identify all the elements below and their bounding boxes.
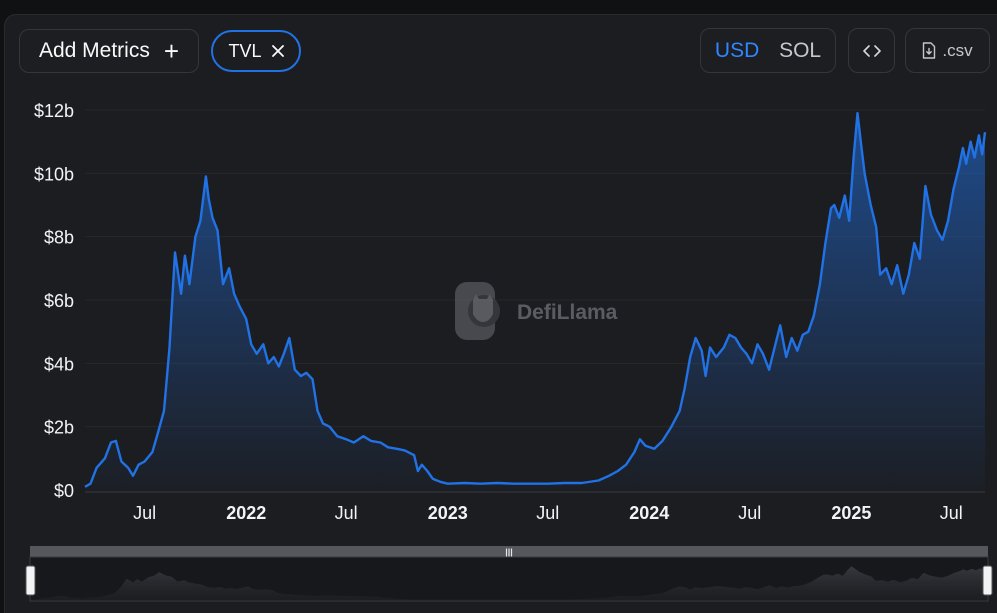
y-tick-label: $0 xyxy=(54,481,74,501)
x-tick-label: Jul xyxy=(738,503,761,523)
x-tick-label: Jul xyxy=(335,503,358,523)
y-tick-label: $2b xyxy=(44,418,74,438)
x-tick-label: 2022 xyxy=(226,503,266,523)
y-axis-labels: $0 $2b $4b $6b $8b $10b $12b xyxy=(34,101,74,501)
currency-sol-option[interactable]: SOL xyxy=(779,38,822,62)
code-icon xyxy=(862,44,881,57)
x-tick-label: 2025 xyxy=(831,503,871,523)
navigator-right-handle[interactable] xyxy=(982,565,993,596)
tvl-chip-label: TVL xyxy=(228,40,262,61)
currency-usd-option[interactable]: USD xyxy=(714,38,760,62)
download-csv-button[interactable]: .csv xyxy=(905,28,990,73)
y-tick-label: $12b xyxy=(34,101,74,121)
range-navigator[interactable]: ||| xyxy=(25,546,993,602)
embed-button[interactable] xyxy=(848,28,895,73)
llama-head-shape xyxy=(473,294,493,322)
navigator-grip-icon[interactable]: ||| xyxy=(505,547,513,557)
x-tick-label: 2023 xyxy=(428,503,468,523)
y-tick-label: $6b xyxy=(44,291,74,311)
watermark-text: DefiLlama xyxy=(517,301,618,324)
plus-icon: + xyxy=(163,36,180,66)
x-tick-label: Jul xyxy=(940,503,963,523)
navigator-scroll-bar[interactable] xyxy=(30,546,988,557)
add-metrics-label: Add Metrics xyxy=(38,39,150,62)
x-tick-label: 2024 xyxy=(629,503,669,523)
x-axis-labels: Jul 2022 Jul 2023 Jul 2024 Jul 2025 Jul xyxy=(133,503,963,523)
tvl-metric-chip[interactable]: TVL xyxy=(211,30,301,72)
x-tick-label: Jul xyxy=(536,503,559,523)
tvl-series-line xyxy=(84,112,987,488)
file-download-icon xyxy=(923,42,936,59)
x-tick-label: Jul xyxy=(133,503,156,523)
y-tick-label: $4b xyxy=(44,354,74,374)
y-tick-label: $10b xyxy=(34,164,74,184)
defillama-watermark: DefiLlama xyxy=(455,282,618,340)
navigator-preview-area xyxy=(31,566,987,600)
currency-toggle: USD SOL xyxy=(700,28,836,73)
navigator-left-handle[interactable] xyxy=(25,565,36,596)
tvl-area-fill xyxy=(85,113,985,490)
close-icon[interactable] xyxy=(271,45,284,57)
add-metrics-button[interactable]: Add Metrics + xyxy=(19,29,199,73)
csv-label: .csv xyxy=(942,40,973,60)
y-tick-label: $8b xyxy=(44,228,74,248)
